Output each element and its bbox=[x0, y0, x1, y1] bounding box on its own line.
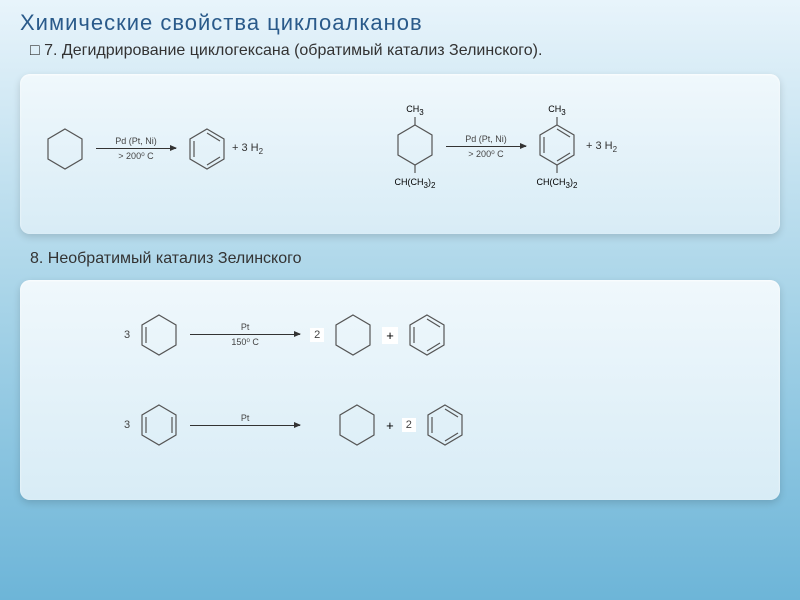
h2-prefix: + 3 H bbox=[586, 140, 613, 152]
isopropyl-label: CH(CH3)2 bbox=[537, 177, 578, 190]
cyclohexane-icon bbox=[40, 124, 90, 174]
product-text: + 3 H2 bbox=[586, 140, 617, 154]
ch3-label: CH3 bbox=[406, 104, 423, 117]
benzene-icon bbox=[182, 124, 232, 174]
h2-sub: 2 bbox=[613, 145, 617, 154]
empty-label bbox=[244, 428, 247, 438]
arrow-icon bbox=[96, 148, 176, 149]
arrow-block: Pt bbox=[190, 413, 300, 438]
coef-3: 3 bbox=[124, 419, 130, 431]
temp-label: > 200⁰ C bbox=[468, 149, 503, 160]
reaction-1: Pd (Pt, Ni) > 200⁰ C + 3 H2 bbox=[40, 124, 263, 174]
reactant-2: CH3 CH(CH3)2 bbox=[390, 104, 440, 190]
arrow-block: Pt 150⁰ C bbox=[190, 322, 300, 348]
arrow-block: Pd (Pt, Ni) > 200⁰ C bbox=[446, 134, 526, 160]
section-8-heading: 8. Необратимый катализ Зелинского bbox=[0, 240, 800, 274]
cyclohexadiene-icon bbox=[134, 400, 184, 450]
cyclohexane-icon bbox=[332, 400, 382, 450]
plus-sign: + bbox=[386, 418, 394, 433]
reaction-3: 3 Pt 150⁰ C 2 + bbox=[120, 310, 452, 360]
product-text: + 3 H2 bbox=[232, 142, 263, 156]
reaction-panel-1: Pd (Pt, Ni) > 200⁰ C + 3 H2 CH3 CH(CH3)2… bbox=[20, 74, 780, 234]
product-2: CH3 CH(CH3)2 bbox=[532, 104, 582, 190]
catalyst-label: Pd (Pt, Ni) bbox=[115, 136, 157, 146]
coef-2: 2 bbox=[310, 328, 324, 342]
cyclohexane-icon bbox=[328, 310, 378, 360]
benzene-icon bbox=[420, 400, 470, 450]
bullet: □ bbox=[30, 42, 40, 59]
arrow-icon bbox=[190, 425, 300, 426]
reaction-panel-2: 3 Pt 150⁰ C 2 + 3 Pt bbox=[20, 280, 780, 500]
plus-sign: + bbox=[382, 327, 398, 344]
section-7-heading: □ 7. Дегидрирование циклогексана (обрати… bbox=[0, 40, 800, 68]
substituted-cyclohexane-icon bbox=[390, 117, 440, 177]
arrow-icon bbox=[446, 146, 526, 147]
heading-text: 7. Дегидрирование циклогексана (обратимы… bbox=[44, 42, 542, 59]
spacer bbox=[310, 419, 328, 431]
benzene-icon bbox=[402, 310, 452, 360]
page-title: Химические свойства циклоалканов bbox=[0, 0, 800, 40]
catalyst-label: Pd (Pt, Ni) bbox=[465, 134, 507, 144]
reaction-4: 3 Pt + 2 bbox=[120, 400, 470, 450]
reaction-2: CH3 CH(CH3)2 Pd (Pt, Ni) > 200⁰ C CH3 bbox=[390, 104, 617, 190]
h2-sub: 2 bbox=[259, 147, 263, 156]
h2-prefix: + 3 H bbox=[232, 142, 259, 154]
catalyst-label: Pt bbox=[241, 413, 250, 423]
temp-label: > 200⁰ C bbox=[118, 151, 153, 162]
coef-3: 3 bbox=[124, 329, 130, 341]
cyclohexene-icon bbox=[134, 310, 184, 360]
arrow-icon bbox=[190, 334, 300, 335]
coef-2: 2 bbox=[402, 418, 416, 432]
ch3-label: CH3 bbox=[548, 104, 565, 117]
catalyst-label: Pt bbox=[241, 322, 250, 332]
temp-label: 150⁰ C bbox=[231, 337, 259, 348]
substituted-benzene-icon bbox=[532, 117, 582, 177]
arrow-block: Pd (Pt, Ni) > 200⁰ C bbox=[96, 136, 176, 162]
isopropyl-label: CH(CH3)2 bbox=[395, 177, 436, 190]
